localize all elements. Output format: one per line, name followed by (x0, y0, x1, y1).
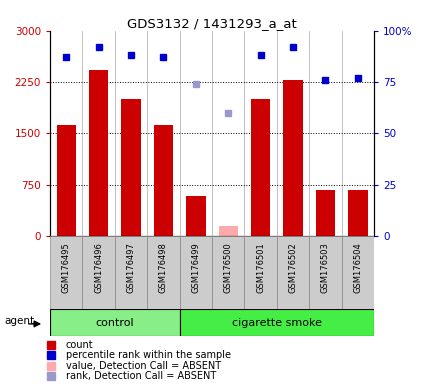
Text: GSM176500: GSM176500 (223, 242, 232, 293)
Bar (309, 236, 341, 309)
Text: GSM176498: GSM176498 (158, 242, 168, 293)
Text: GSM176499: GSM176499 (191, 242, 200, 293)
Text: agent: agent (4, 316, 34, 326)
Bar (212, 236, 244, 309)
Bar (283, 80, 302, 236)
Bar (50, 309, 179, 336)
Bar (115, 236, 147, 309)
Bar (186, 197, 205, 236)
Text: value, Detection Call = ABSENT: value, Detection Call = ABSENT (66, 361, 220, 371)
Text: GSM176497: GSM176497 (126, 242, 135, 293)
Text: control: control (95, 318, 134, 328)
Bar (89, 70, 108, 236)
Bar (341, 236, 373, 309)
Bar (121, 99, 141, 236)
Bar (179, 236, 212, 309)
Text: GSM176504: GSM176504 (352, 242, 362, 293)
Bar (315, 190, 335, 236)
Bar (50, 236, 82, 309)
Text: GSM176495: GSM176495 (62, 242, 71, 293)
Text: rank, Detection Call = ABSENT: rank, Detection Call = ABSENT (66, 371, 216, 381)
Title: GDS3132 / 1431293_a_at: GDS3132 / 1431293_a_at (127, 17, 296, 30)
Text: cigarette smoke: cigarette smoke (231, 318, 321, 328)
Bar (82, 236, 115, 309)
Text: GSM176503: GSM176503 (320, 242, 329, 293)
Text: GSM176502: GSM176502 (288, 242, 297, 293)
Text: GSM176496: GSM176496 (94, 242, 103, 293)
Text: count: count (66, 339, 93, 350)
Bar (250, 99, 270, 236)
Text: GSM176501: GSM176501 (256, 242, 265, 293)
Bar (56, 125, 76, 236)
Text: percentile rank within the sample: percentile rank within the sample (66, 350, 230, 360)
Bar (347, 190, 367, 236)
Bar (276, 236, 309, 309)
Bar (179, 309, 373, 336)
Bar (153, 125, 173, 236)
Bar (147, 236, 179, 309)
Bar (218, 226, 237, 236)
Bar (244, 236, 276, 309)
